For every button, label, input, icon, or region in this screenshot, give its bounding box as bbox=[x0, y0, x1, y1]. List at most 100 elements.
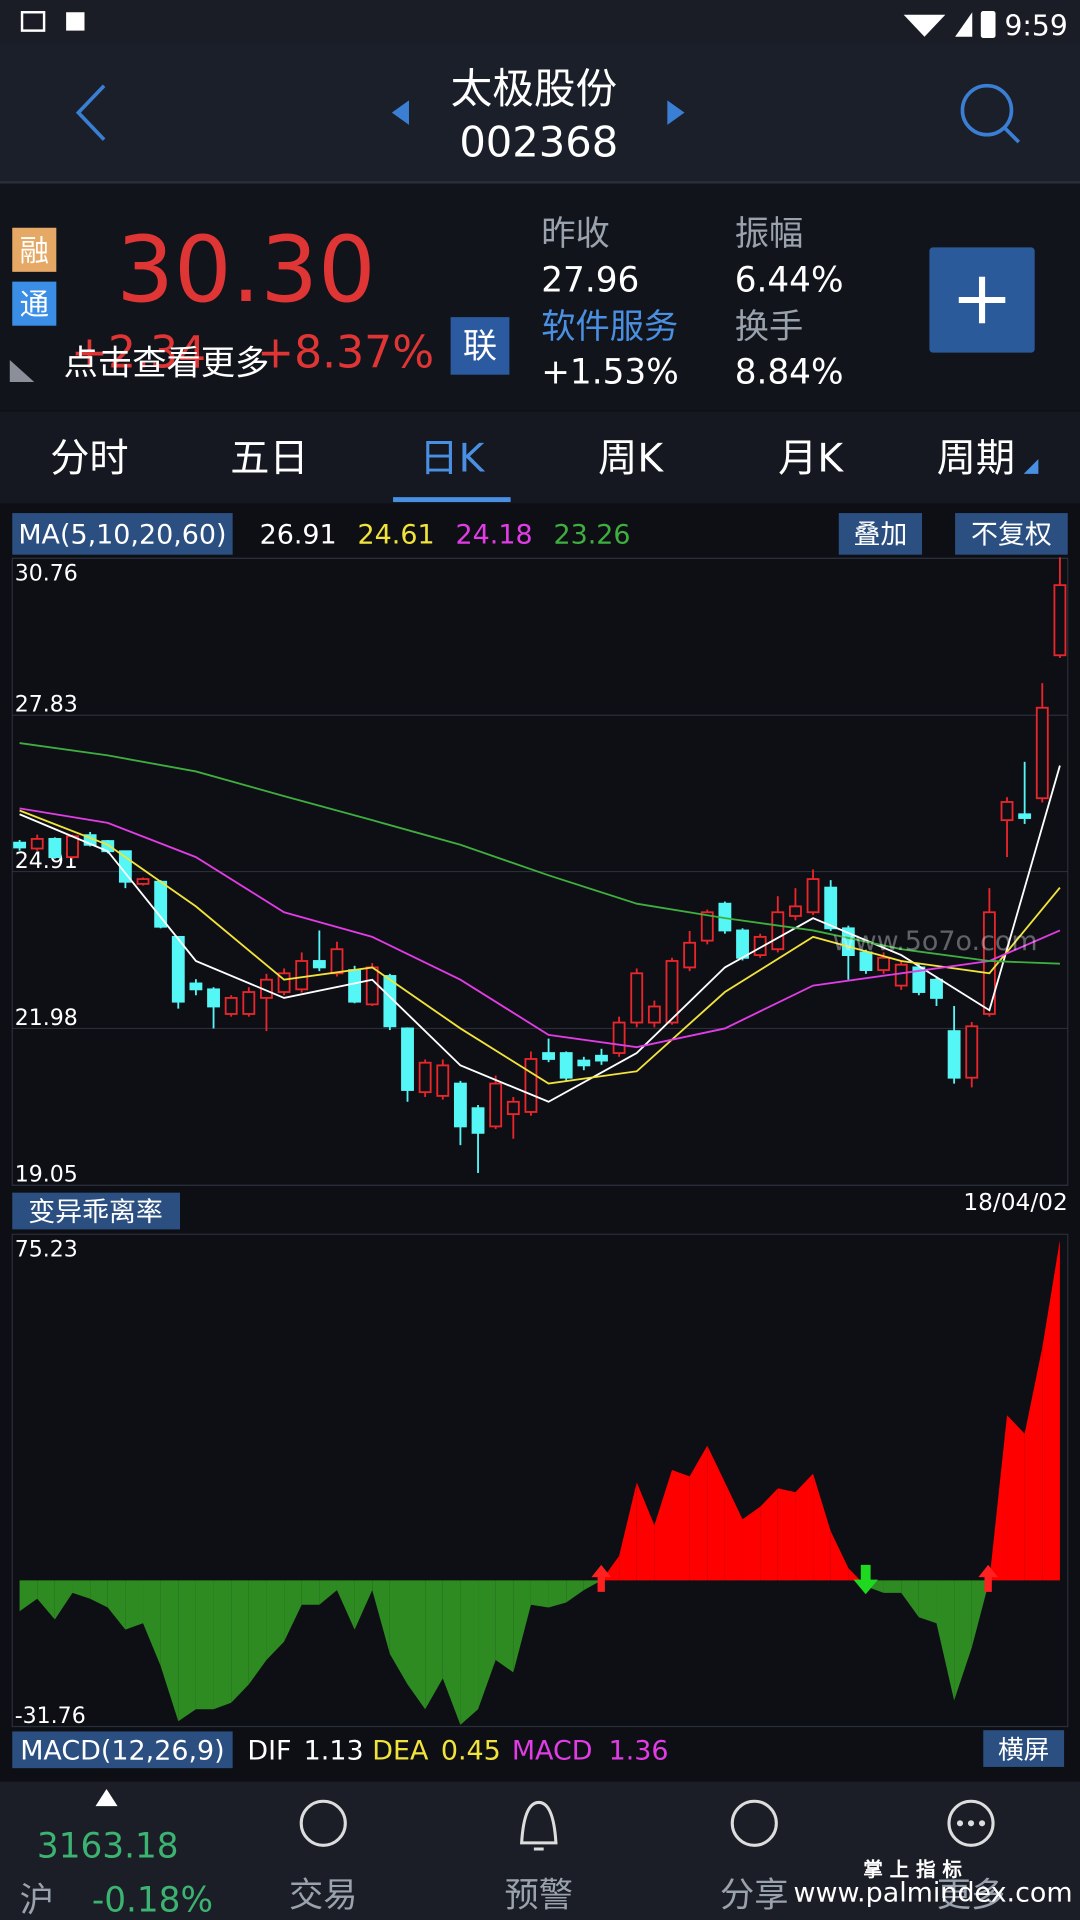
candle-body bbox=[436, 1064, 450, 1097]
osc-area bbox=[336, 1580, 355, 1630]
index-value: 3163.18 bbox=[37, 1827, 179, 1867]
candle-body bbox=[30, 837, 44, 850]
osc-area bbox=[583, 1580, 602, 1591]
macd-name: MACD bbox=[512, 1736, 593, 1767]
osc-area bbox=[689, 1445, 708, 1581]
candle-body bbox=[312, 960, 326, 969]
macd-label: MACD(12,26,9) bbox=[20, 1736, 224, 1767]
osc-area bbox=[936, 1580, 955, 1701]
more-icon[interactable] bbox=[947, 1799, 995, 1847]
osc-area bbox=[636, 1482, 655, 1581]
osc-area bbox=[284, 1580, 302, 1642]
price: 30.30 bbox=[116, 218, 375, 323]
candle-body bbox=[1053, 584, 1067, 657]
button-text: 不复权 bbox=[971, 520, 1052, 551]
more-link[interactable]: 点击查看更多 bbox=[64, 344, 270, 384]
candle-body bbox=[577, 1059, 591, 1067]
nav-label[interactable]: 预警 bbox=[505, 1876, 574, 1916]
candle-body bbox=[330, 948, 344, 975]
adjust-button[interactable] bbox=[955, 513, 1068, 555]
candle-body bbox=[506, 1100, 520, 1116]
clock: 9:59 bbox=[1005, 10, 1068, 43]
osc-area bbox=[724, 1482, 743, 1581]
candle-body bbox=[753, 935, 767, 957]
watermark: www.palmindex.com bbox=[793, 1878, 1072, 1909]
alert-icon[interactable] bbox=[520, 1800, 558, 1851]
nav-label[interactable]: 更多 bbox=[937, 1876, 1006, 1916]
back-button[interactable] bbox=[75, 84, 106, 141]
ma-line bbox=[19, 742, 1060, 965]
osc-area bbox=[848, 1567, 861, 1581]
date-label: 18/04/02 bbox=[963, 1189, 1067, 1216]
osc-area bbox=[1024, 1347, 1043, 1581]
osc-area bbox=[777, 1488, 796, 1581]
candle-body bbox=[559, 1052, 573, 1079]
landscape-button[interactable] bbox=[983, 1730, 1065, 1767]
osc-area bbox=[672, 1469, 690, 1581]
y-tick-label: 75.23 bbox=[15, 1237, 78, 1262]
share-icon[interactable] bbox=[730, 1799, 778, 1847]
candle-body bbox=[877, 956, 891, 971]
candle-body bbox=[912, 966, 926, 993]
header bbox=[0, 44, 1080, 183]
candle-body bbox=[894, 963, 908, 987]
stat-value: +1.53% bbox=[541, 352, 679, 392]
candle-body bbox=[665, 960, 679, 1024]
osc-area bbox=[72, 1580, 91, 1599]
tab[interactable]: 周K bbox=[598, 436, 664, 481]
candle-body bbox=[524, 1058, 538, 1113]
osc-area bbox=[231, 1580, 249, 1703]
osc-area bbox=[90, 1580, 108, 1608]
ma-line bbox=[19, 807, 1061, 1049]
candle-body bbox=[788, 905, 802, 917]
prev-stock[interactable] bbox=[391, 100, 409, 125]
tab-indicator bbox=[393, 497, 511, 503]
expand-icon[interactable] bbox=[95, 1788, 118, 1807]
add-icon bbox=[958, 276, 1006, 324]
search-button bbox=[1002, 126, 1021, 144]
tag bbox=[12, 281, 57, 326]
wifi-icon bbox=[903, 14, 946, 37]
quote-panel bbox=[0, 183, 1080, 411]
overlay-button[interactable] bbox=[838, 513, 923, 555]
tab[interactable]: 分时 bbox=[50, 436, 128, 481]
more-dots bbox=[956, 1820, 986, 1827]
ma-line bbox=[19, 809, 1061, 1085]
osc-area bbox=[548, 1580, 567, 1608]
osc-area bbox=[213, 1580, 232, 1710]
tab[interactable]: 日K bbox=[419, 436, 485, 481]
trade-icon[interactable] bbox=[299, 1799, 347, 1847]
candle-body bbox=[806, 878, 820, 914]
y-tick-label: -31.76 bbox=[15, 1704, 86, 1729]
osc-area bbox=[513, 1580, 531, 1673]
ma-line bbox=[19, 765, 1061, 1103]
sector[interactable]: 软件服务 bbox=[541, 307, 678, 347]
osc-area bbox=[654, 1469, 672, 1581]
y-tick-label: 21.98 bbox=[15, 1006, 78, 1031]
nav-label[interactable]: 交易 bbox=[289, 1876, 358, 1916]
candle-body bbox=[224, 997, 238, 1015]
status-bar bbox=[0, 0, 1080, 45]
candle-body bbox=[683, 941, 697, 969]
tag bbox=[12, 227, 57, 272]
osc-area bbox=[54, 1580, 73, 1620]
osc-area bbox=[478, 1580, 496, 1710]
tab[interactable]: 五日 bbox=[230, 436, 308, 481]
nav-label[interactable]: 分享 bbox=[720, 1876, 789, 1916]
stat-value: 6.44% bbox=[735, 260, 844, 300]
y-tick-label: 19.05 bbox=[15, 1163, 78, 1188]
candle-body bbox=[489, 1082, 503, 1128]
watermark: 掌 上 指 标 bbox=[863, 1858, 962, 1881]
osc-area bbox=[407, 1580, 426, 1710]
link-button[interactable] bbox=[450, 317, 510, 375]
candle-body bbox=[13, 841, 27, 849]
ma-value: 23.26 bbox=[553, 520, 630, 551]
candle-body bbox=[771, 911, 785, 951]
tab[interactable]: 月K bbox=[778, 436, 844, 481]
osc-area bbox=[707, 1445, 725, 1581]
next-stock[interactable] bbox=[667, 100, 685, 125]
osc-area bbox=[795, 1473, 814, 1581]
tab[interactable]: 周期 bbox=[937, 436, 1015, 481]
stat-value: 27.96 bbox=[541, 260, 639, 300]
search-button[interactable] bbox=[960, 83, 1014, 137]
